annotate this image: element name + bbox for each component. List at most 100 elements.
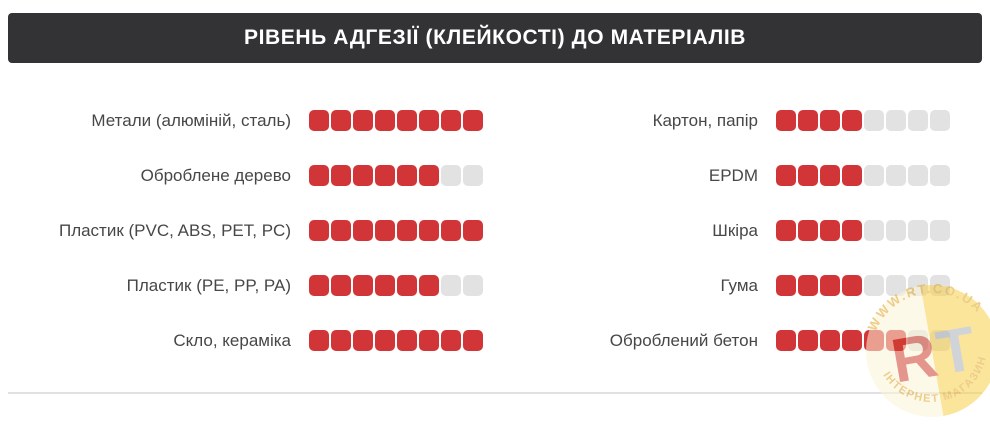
rating-square-filled: [375, 110, 395, 131]
material-label: Метали (алюміній, сталь): [91, 110, 291, 130]
rating-square-filled: [820, 330, 840, 351]
rating-squares: [776, 165, 950, 186]
rating-square-filled: [820, 165, 840, 186]
rating-square-empty: [908, 220, 928, 241]
rating-square-filled: [798, 110, 818, 131]
rating-square-filled: [331, 275, 351, 296]
rating-square-filled: [798, 330, 818, 351]
rating-square-empty: [864, 165, 884, 186]
rating-square-empty: [930, 330, 950, 351]
rating-square-filled: [331, 330, 351, 351]
rating-square-empty: [886, 165, 906, 186]
rating-square-filled: [397, 110, 417, 131]
rating-square-filled: [375, 330, 395, 351]
rating-square-empty: [886, 220, 906, 241]
rating-square-empty: [864, 110, 884, 131]
chart-title: РІВЕНЬ АДГЕЗІЇ (КЛЕЙКОСТІ) ДО МАТЕРІАЛІВ: [243, 26, 747, 49]
rating-square-filled: [397, 165, 417, 186]
material-label: EPDM: [708, 165, 758, 185]
rating-square-filled: [419, 110, 439, 131]
rating-square-empty: [463, 275, 483, 296]
rating-square-filled: [353, 110, 373, 131]
rating-row: Шкіра: [523, 203, 950, 258]
rating-square-empty: [886, 275, 906, 296]
rating-square-filled: [309, 110, 329, 131]
rating-square-filled: [842, 220, 862, 241]
rating-square-empty: [864, 220, 884, 241]
rating-row: Пластик (PE, PP, PA): [30, 258, 483, 313]
bottom-divider: [8, 392, 982, 394]
rating-square-empty: [463, 165, 483, 186]
rating-square-filled: [309, 165, 329, 186]
rating-row: Пластик (PVC, ABS, PET, PC): [30, 203, 483, 258]
rating-square-empty: [864, 275, 884, 296]
rating-square-empty: [908, 110, 928, 131]
rating-square-empty: [930, 110, 950, 131]
rating-square-filled: [842, 110, 862, 131]
rating-square-filled: [331, 110, 351, 131]
rating-square-filled: [309, 220, 329, 241]
chart-column-right: Картон, папір EPDM Шкіра Гума Оброблений бет…: [523, 93, 950, 368]
adhesion-chart: Метали (алюміній, сталь) Оброблене дерево…: [30, 93, 950, 368]
rating-square-filled: [397, 275, 417, 296]
rating-squares: [309, 165, 483, 186]
rating-square-filled: [441, 110, 461, 131]
rating-square-filled: [353, 165, 373, 186]
rating-squares: [309, 110, 483, 131]
rating-square-empty: [908, 330, 928, 351]
rating-square-empty: [908, 275, 928, 296]
rating-square-filled: [463, 110, 483, 131]
rating-squares: [309, 220, 483, 241]
rating-square-filled: [864, 330, 884, 351]
rating-square-filled: [798, 165, 818, 186]
rating-square-filled: [375, 220, 395, 241]
material-label: Картон, папір: [652, 110, 758, 130]
rating-squares: [309, 275, 483, 296]
rating-square-empty: [908, 165, 928, 186]
rating-square-empty: [441, 165, 461, 186]
material-label: Пластик (PVC, ABS, PET, PC): [58, 220, 291, 240]
rating-square-filled: [842, 330, 862, 351]
rating-square-empty: [930, 165, 950, 186]
rating-square-filled: [419, 275, 439, 296]
rating-square-filled: [375, 165, 395, 186]
rating-squares: [776, 275, 950, 296]
rating-square-empty: [930, 220, 950, 241]
rating-square-filled: [463, 220, 483, 241]
rating-row: Метали (алюміній, сталь): [30, 93, 483, 148]
material-label: Оброблене дерево: [140, 165, 291, 185]
rating-square-filled: [842, 275, 862, 296]
rating-square-empty: [930, 275, 950, 296]
rating-square-filled: [353, 330, 373, 351]
rating-square-filled: [776, 165, 796, 186]
rating-row: Гума: [523, 258, 950, 313]
rating-square-filled: [353, 275, 373, 296]
rating-square-filled: [776, 110, 796, 131]
rating-square-filled: [419, 220, 439, 241]
material-label: Оброблений бетон: [609, 330, 758, 350]
rating-square-filled: [331, 220, 351, 241]
chart-title-bar: РІВЕНЬ АДГЕЗІЇ (КЛЕЙКОСТІ) ДО МАТЕРІАЛІВ: [8, 13, 982, 63]
rating-square-filled: [331, 165, 351, 186]
rating-square-filled: [776, 220, 796, 241]
rating-square-filled: [842, 165, 862, 186]
rating-square-filled: [820, 220, 840, 241]
rating-square-empty: [886, 110, 906, 131]
rating-square-filled: [776, 330, 796, 351]
material-label: Скло, кераміка: [173, 330, 291, 350]
rating-square-filled: [798, 220, 818, 241]
rating-square-filled: [419, 330, 439, 351]
rating-square-filled: [776, 275, 796, 296]
rating-row: Оброблене дерево: [30, 148, 483, 203]
rating-square-filled: [419, 165, 439, 186]
rating-row: Скло, кераміка: [30, 313, 483, 368]
rating-square-filled: [309, 330, 329, 351]
rating-squares: [776, 110, 950, 131]
rating-square-filled: [309, 275, 329, 296]
rating-square-filled: [397, 220, 417, 241]
rating-row: Оброблений бетон: [523, 313, 950, 368]
rating-square-empty: [441, 275, 461, 296]
rating-square-filled: [463, 330, 483, 351]
rating-square-filled: [820, 110, 840, 131]
rating-squares: [776, 220, 950, 241]
